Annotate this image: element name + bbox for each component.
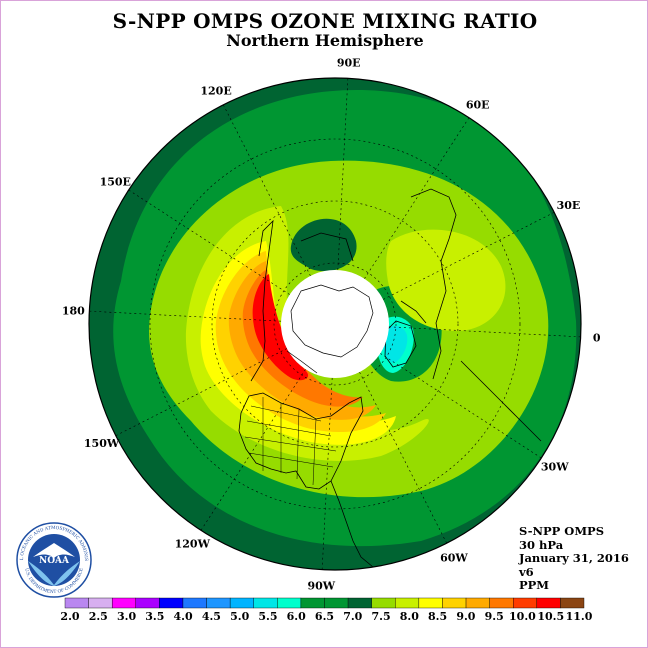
colorbar-tick-label: 4.0	[174, 610, 193, 623]
graticule	[89, 78, 581, 570]
longitude-labels: 90E 60E 30E 0 30W 60W 90W 120W 150W 180 150E 120E	[62, 56, 601, 592]
info-units: PPM	[519, 578, 550, 592]
colorbar-swatch	[560, 597, 585, 609]
colorbar-swatch	[465, 597, 490, 609]
colorbar-swatch	[64, 597, 89, 609]
meridian-line	[321, 377, 333, 570]
ozone-band-8-0-east	[386, 229, 506, 331]
colorbar-tick-label: 10.0	[509, 610, 536, 623]
colorbar-tick-label: 11.0	[566, 610, 593, 623]
meridian-line	[128, 189, 290, 295]
info-date: January 31, 2016	[519, 551, 629, 565]
ozone-band-6-5-inner	[290, 218, 357, 272]
longitude-label: 0	[593, 332, 601, 345]
meridian-line	[337, 78, 349, 271]
colorbar-swatch	[253, 597, 278, 609]
meridian-line	[223, 104, 311, 277]
map-subtitle: Northern Hemisphere	[226, 31, 424, 50]
longitude-label: 90E	[337, 56, 361, 69]
colorbar-swatch	[159, 597, 184, 609]
colorbar-swatch	[88, 597, 113, 609]
colorbar-swatch	[536, 597, 561, 609]
colorbar-swatch	[300, 597, 325, 609]
meridian-line	[89, 310, 282, 322]
colorbar-swatch	[442, 597, 467, 609]
colorbar-swatch	[135, 597, 160, 609]
longitude-label: 180	[62, 304, 85, 317]
polar-data-gap	[281, 270, 389, 378]
ozone-band-10-5	[252, 274, 309, 381]
longitude-label: 120W	[175, 538, 211, 551]
meridian-line	[200, 369, 306, 531]
colorbar-tick-label: 8.5	[428, 610, 447, 623]
noaa-logo: NOAA NATIONAL OCEANIC AND ATMOSPHERIC AD…	[15, 521, 92, 598]
info-version: v6	[519, 564, 534, 579]
colorbar-swatch	[418, 597, 443, 609]
info-instrument: S-NPP OMPS	[519, 524, 605, 538]
colorbar-swatch	[489, 597, 514, 609]
colorbar-swatch	[277, 597, 302, 609]
colorbar-tick-label: 9.5	[485, 610, 504, 623]
colorbar-swatch	[513, 597, 538, 609]
colorbar-tick-label: 3.5	[145, 610, 164, 623]
coastlines	[238, 188, 542, 568]
meridian-line	[388, 326, 581, 338]
info-level: 30 hPa	[519, 537, 564, 552]
colorbar-swatch	[229, 597, 254, 609]
meridian-line	[364, 117, 470, 279]
us-state-grid	[244, 397, 337, 486]
colorbar-tick-label: 7.0	[343, 610, 362, 623]
colorbar-swatch	[371, 597, 396, 609]
longitude-label: 150E	[100, 175, 131, 188]
colorbar-swatch	[206, 597, 231, 609]
longitude-label: 60W	[440, 551, 468, 564]
colorbar-tick-label: 6.5	[315, 610, 334, 623]
map-title: S-NPP OMPS OZONE MIXING RATIO	[112, 9, 538, 33]
longitude-label: 30E	[557, 199, 581, 212]
colorbar-tick-label: 7.5	[371, 610, 390, 623]
meridian-line	[382, 212, 555, 300]
colorbar-tick-label: 2.0	[60, 610, 79, 623]
arctic-coastlines	[286, 284, 374, 374]
meridian-line	[115, 348, 288, 436]
colorbar-tick-label: 4.5	[202, 610, 221, 623]
colorbar-tick-label: 8.0	[400, 610, 419, 623]
colorbar-swatch	[395, 597, 420, 609]
meridian-line	[359, 371, 447, 544]
colorbar-tick-label: 5.0	[230, 610, 249, 623]
colorbar-tick-label: 2.5	[89, 610, 108, 623]
ozone-low-teal	[383, 325, 408, 363]
longitude-label: 150W	[84, 437, 120, 450]
longitude-label: 30W	[541, 461, 569, 474]
colorbar-swatch	[182, 597, 207, 609]
map-boundary	[88, 77, 582, 571]
colorbar-swatch	[111, 597, 136, 609]
longitude-label: 90W	[307, 580, 335, 593]
colorbar-tick-label: 3.0	[117, 610, 136, 623]
colorbar-tick-label: 5.5	[258, 610, 277, 623]
colorbar-swatch	[324, 597, 349, 609]
longitude-label: 120E	[200, 85, 231, 98]
colorbar-tick-label: 9.0	[456, 610, 475, 623]
colorbar-swatch	[347, 597, 372, 609]
longitude-label: 60E	[466, 98, 490, 111]
info-block: S-NPP OMPS 30 hPa January 31, 2016 v6 PP…	[519, 524, 629, 593]
colorbar-tick-label: 10.5	[537, 610, 564, 623]
meridian-line	[380, 353, 542, 459]
colorbar: 2.0 2.5 3.0 3.5 4.0 4.5 5.0 5.5 6.0 6.5 7.0 7.5 8.0 8…	[60, 597, 593, 623]
colorbar-tick-label: 6.0	[287, 610, 306, 623]
noaa-logo-text: NOAA	[39, 556, 70, 566]
